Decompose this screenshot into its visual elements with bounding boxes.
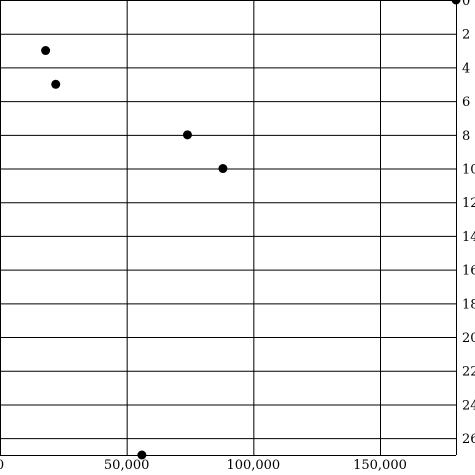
y-tick-label: 24: [462, 398, 475, 413]
x-tick-label: 0: [0, 458, 4, 473]
y-tick-label: 12: [462, 196, 475, 211]
y-tick-label: 4: [462, 61, 470, 76]
y-tick-label: 8: [462, 129, 470, 144]
y-tick-label: 16: [462, 264, 475, 279]
x-tick-label: 150,000: [353, 458, 407, 473]
x-tick-label: 100,000: [226, 458, 280, 473]
y-tick-label: 10: [462, 163, 475, 178]
y-tick-label: 26: [462, 432, 475, 447]
y-gridlines: [0, 0, 456, 456]
y-tick-label: 18: [462, 297, 475, 312]
data-point: [182, 130, 192, 140]
y-tick-label: 14: [462, 230, 475, 245]
data-point: [451, 0, 461, 5]
y-tick-label: 6: [462, 95, 470, 110]
data-points: [41, 0, 461, 460]
y-tick-label: 0: [462, 0, 470, 9]
data-point: [218, 164, 228, 174]
x-gridlines: [0, 0, 457, 455]
y-tick-label: 20: [462, 331, 475, 346]
x-tick-label: 50,000: [104, 458, 150, 473]
x-tick-labels: 0 50,000 100,000 150,000: [0, 458, 407, 473]
data-point: [51, 79, 61, 89]
y-tick-label: 2: [462, 28, 470, 43]
data-point: [41, 46, 51, 56]
data-point: [137, 450, 147, 460]
y-tick-label: 22: [462, 365, 475, 380]
